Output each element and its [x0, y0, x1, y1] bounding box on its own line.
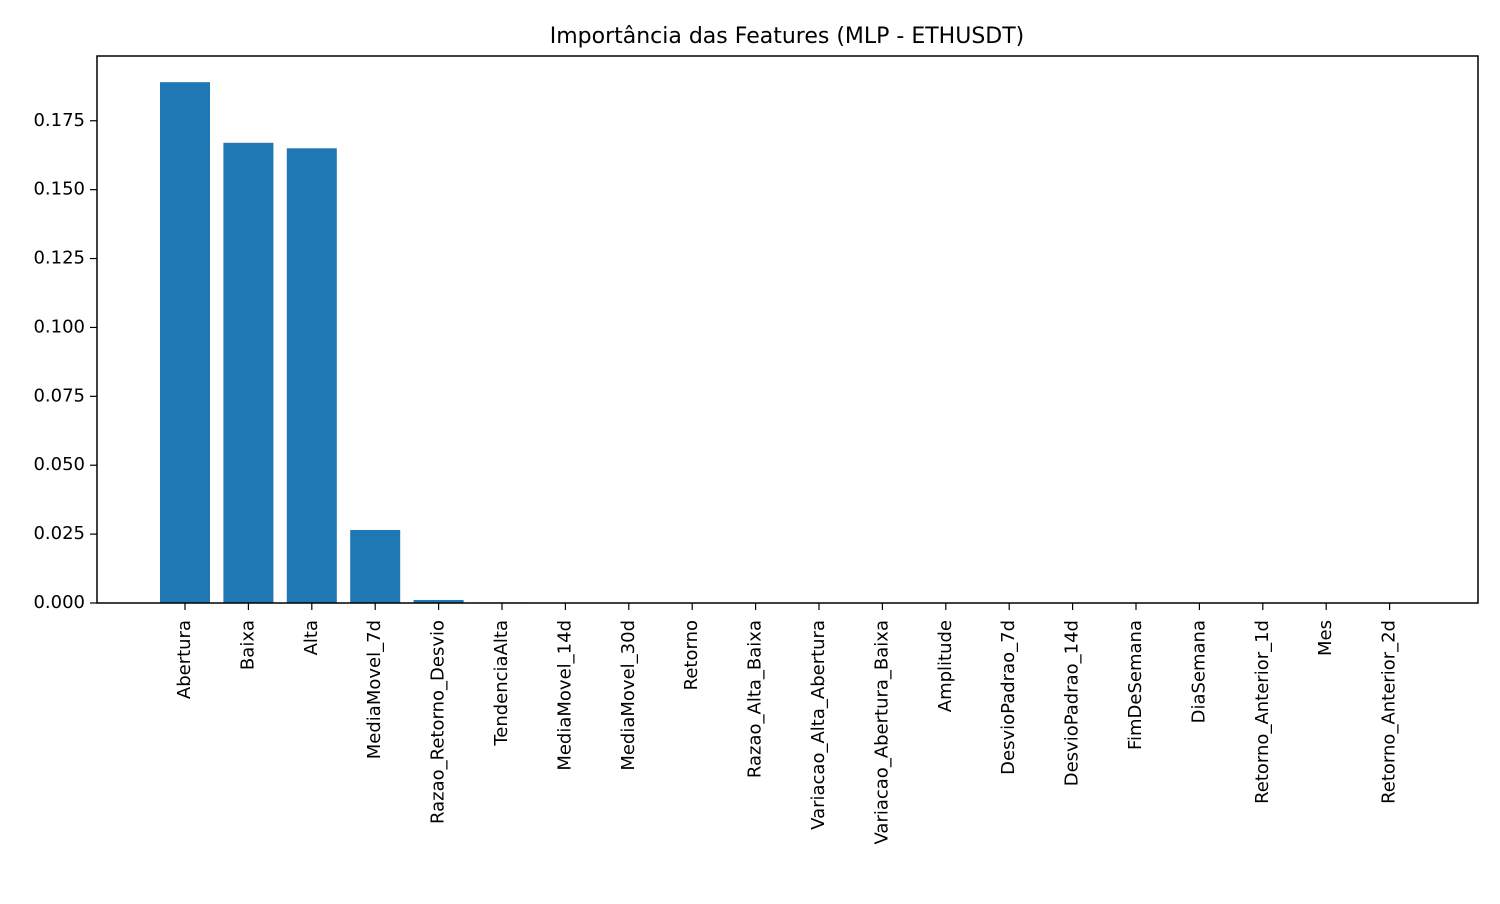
bar	[223, 143, 273, 603]
x-tick-label: Variacao_Abertura_Baixa	[871, 620, 892, 845]
y-tick-label: 0.150	[33, 179, 85, 200]
x-tick-label: Baixa	[237, 620, 258, 670]
y-axis: 0.000 0.025 0.050 0.075 0.100 0.125 0.150 0.175	[33, 110, 97, 613]
x-tick-label: FimDeSemana	[1125, 620, 1146, 750]
y-tick-label: 0.175	[33, 110, 85, 131]
y-tick-label: 0.075	[33, 385, 85, 406]
chart-title: Importância das Features (MLP - ETHUSDT)	[550, 24, 1025, 49]
x-tick-label: MediaMovel_14d	[554, 620, 575, 771]
x-tick-label: Retorno_Anterior_2d	[1379, 620, 1400, 804]
x-tick-label: Alta	[301, 620, 322, 655]
y-tick-label: 0.025	[33, 523, 85, 544]
x-tick-label: Razao_Retorno_Desvio	[428, 620, 449, 824]
y-tick-label: 0.050	[33, 454, 85, 475]
bar	[160, 82, 210, 603]
y-tick-label: 0.125	[33, 248, 85, 269]
x-tick-label: Mes	[1315, 620, 1336, 656]
x-tick-label: Retorno	[681, 620, 702, 690]
y-tick-label: 0.100	[33, 316, 85, 337]
bars-layer	[160, 82, 654, 603]
y-tick-label: 0.000	[33, 592, 85, 613]
x-tick-label: MediaMovel_7d	[364, 620, 385, 759]
x-tick-label: Amplitude	[935, 620, 956, 712]
x-tick-label: DiaSemana	[1188, 620, 1209, 723]
x-tick-label: Razao_Alta_Baixa	[745, 620, 766, 778]
x-tick-label: Variacao_Alta_Abertura	[808, 620, 829, 830]
x-tick-label: Abertura	[174, 620, 195, 699]
x-tick-label: DesvioPadrao_7d	[998, 620, 1019, 775]
x-tick-label: MediaMovel_30d	[618, 620, 639, 771]
x-tick-label: Retorno_Anterior_1d	[1252, 620, 1273, 804]
x-tick-label: TendenciaAlta	[491, 620, 512, 747]
bar	[350, 530, 400, 603]
x-axis: Abertura Baixa Alta MediaMovel_7d Razao_Reto…	[174, 603, 1400, 845]
x-tick-label: DesvioPadrao_14d	[1062, 620, 1083, 786]
bar	[287, 148, 337, 603]
